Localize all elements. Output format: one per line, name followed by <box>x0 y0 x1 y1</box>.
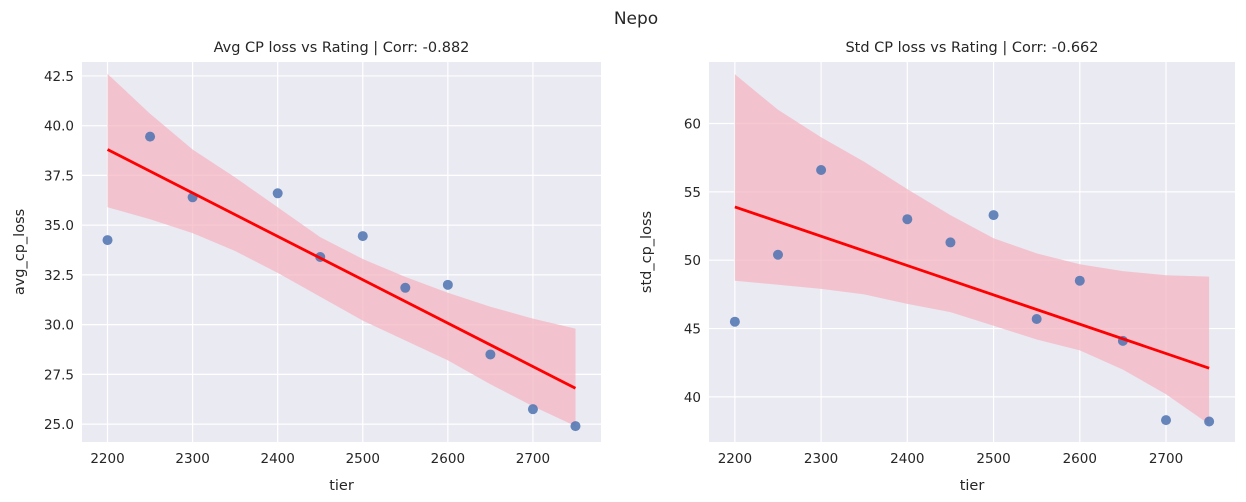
x-tick-label: 2600 <box>1063 451 1097 467</box>
y-tick-label: 55 <box>684 185 701 201</box>
data-point <box>1031 313 1042 324</box>
y-tick-label: 37.5 <box>44 168 74 184</box>
y-axis-label: std_cp_loss <box>639 211 655 293</box>
chart-title: Std CP loss vs Rating | Corr: -0.662 <box>845 40 1098 56</box>
data-point <box>988 210 999 221</box>
x-axis-label: tier <box>329 478 354 494</box>
panel-avg-cp-loss: 2200 2300 2400 2500 2600 2700 25.0 27.5 30.0 32.5… <box>12 40 601 494</box>
data-point <box>400 282 411 293</box>
x-tick-label: 2200 <box>90 451 124 467</box>
data-point <box>272 188 283 199</box>
confidence-band <box>107 73 576 427</box>
x-axis-label: tier <box>960 478 985 494</box>
y-axis-label: avg_cp_loss <box>12 209 28 295</box>
data-point <box>902 214 913 225</box>
data-point <box>485 349 496 360</box>
regression-line <box>106 148 577 390</box>
y-tick-label: 42.5 <box>44 69 74 85</box>
tick-labels: 2200 2300 2400 2500 2600 2700 25.0 27.5 30.0 32.5… <box>44 69 550 467</box>
figure-suptitle: Nepo <box>614 9 658 29</box>
tick-labels: 2200 2300 2400 2500 2600 2700 40 45 50 55 60 <box>684 117 1183 467</box>
data-point <box>945 237 956 248</box>
data-point <box>527 404 538 415</box>
data-point <box>772 249 783 260</box>
y-tick-label: 60 <box>684 117 701 133</box>
data-point <box>570 421 581 432</box>
data-point <box>1074 275 1085 286</box>
x-tick-label: 2600 <box>431 451 465 467</box>
data-point <box>145 131 156 142</box>
confidence-band-area <box>734 74 1210 425</box>
confidence-band-area <box>107 73 576 427</box>
regression-line <box>734 205 1210 370</box>
x-tick-label: 2300 <box>175 451 209 467</box>
panel-std-cp-loss: 2200 2300 2400 2500 2600 2700 40 45 50 55 60 Std C… <box>639 40 1235 494</box>
regression-line-path <box>106 148 577 390</box>
data-point <box>102 235 113 246</box>
x-tick-label: 2300 <box>804 451 838 467</box>
data-points <box>729 164 1215 427</box>
x-tick-label: 2500 <box>346 451 380 467</box>
y-tick-label: 27.5 <box>44 367 74 383</box>
y-tick-label: 40 <box>684 390 701 406</box>
confidence-band <box>734 74 1210 425</box>
data-point <box>442 279 453 290</box>
y-tick-label: 50 <box>684 253 701 269</box>
data-point <box>729 316 740 327</box>
data-point <box>1204 416 1215 427</box>
x-tick-label: 2500 <box>976 451 1010 467</box>
data-point <box>357 231 368 242</box>
y-tick-label: 30.0 <box>44 318 74 334</box>
y-tick-label: 32.5 <box>44 268 74 284</box>
x-tick-label: 2700 <box>1149 451 1183 467</box>
chart-title: Avg CP loss vs Rating | Corr: -0.882 <box>214 40 470 56</box>
y-tick-label: 40.0 <box>44 119 74 135</box>
regression-line-path <box>734 205 1210 370</box>
x-tick-label: 2200 <box>718 451 752 467</box>
y-tick-label: 45 <box>684 322 701 338</box>
x-tick-label: 2700 <box>516 451 550 467</box>
x-tick-label: 2400 <box>261 451 295 467</box>
data-point <box>1161 415 1172 426</box>
y-tick-label: 25.0 <box>44 417 74 433</box>
x-tick-label: 2400 <box>890 451 924 467</box>
data-point <box>816 164 827 175</box>
y-tick-label: 35.0 <box>44 218 74 234</box>
